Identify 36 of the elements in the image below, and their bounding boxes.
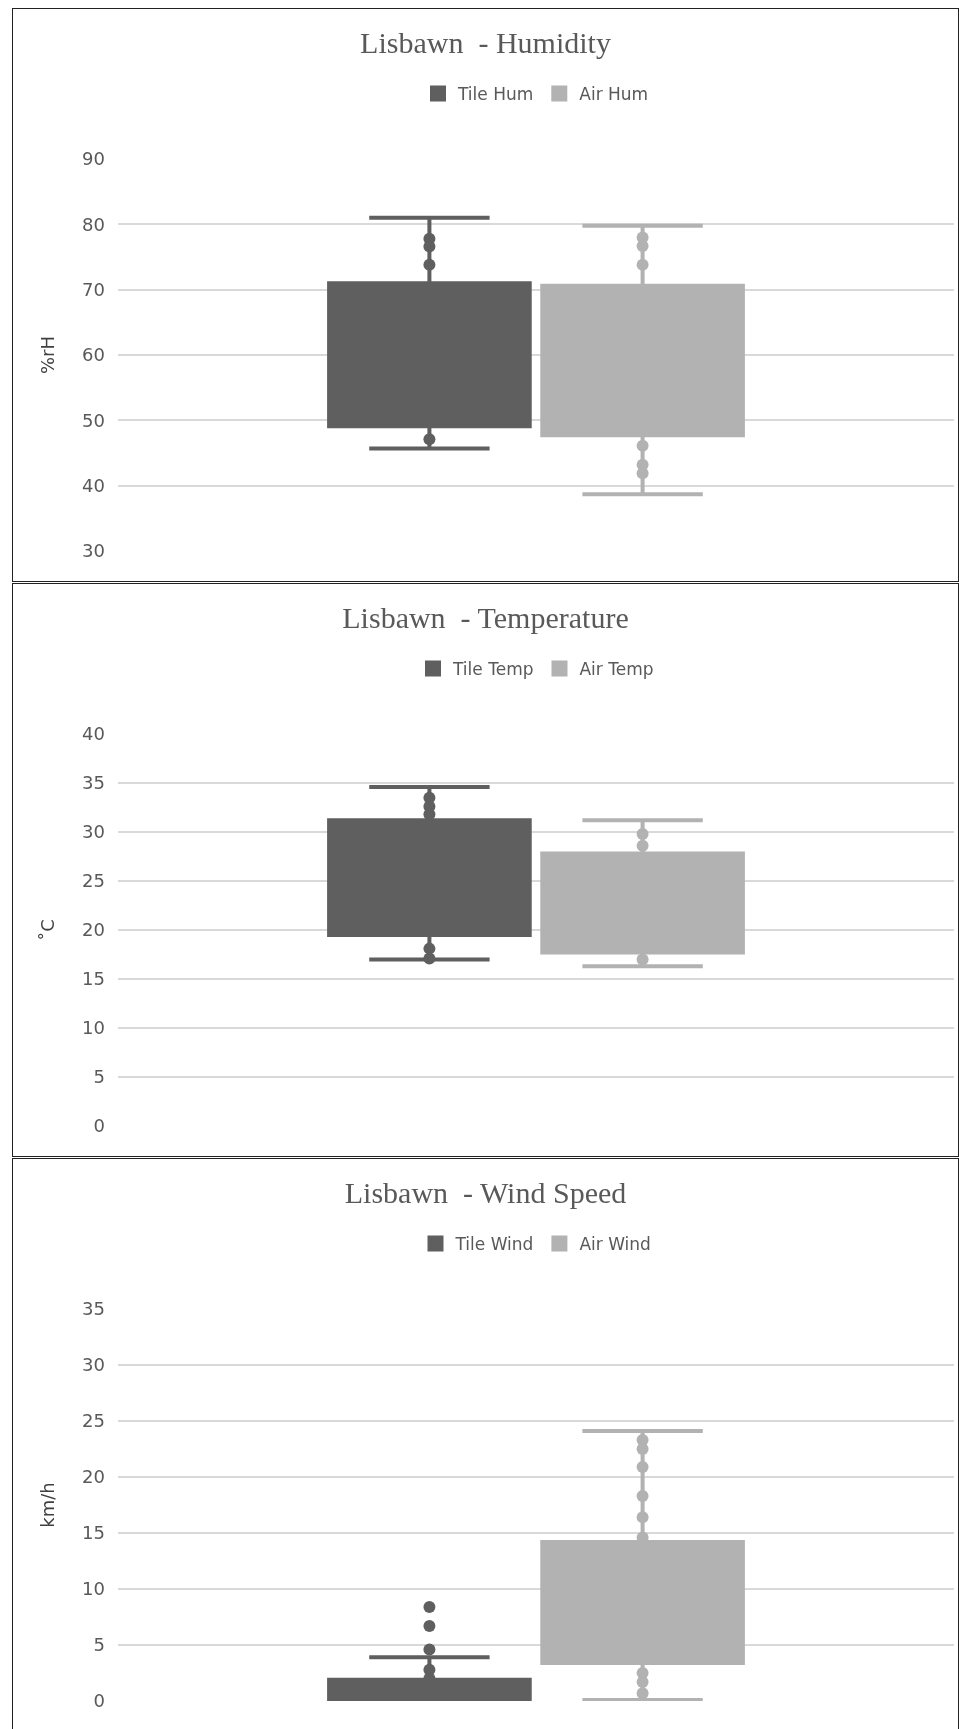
chart-title: Lisbawn - Wind Speed <box>344 1175 627 1209</box>
legend-label: Tile Hum <box>457 84 534 105</box>
y-tick-label: 35 <box>82 1298 105 1320</box>
y-tick-label: 30 <box>82 540 105 562</box>
y-tick-label: 10 <box>82 1578 105 1600</box>
y-axis-title: ˚C <box>37 919 59 941</box>
y-tick-label: 40 <box>82 474 105 496</box>
legend-label: Air Hum <box>579 84 649 105</box>
y-tick-label: 0 <box>93 1115 105 1137</box>
y-tick-label: 5 <box>93 1634 105 1656</box>
legend-label: Air Wind <box>579 1234 651 1255</box>
y-tick-label: 30 <box>82 821 105 843</box>
y-tick-label: 15 <box>82 1522 105 1544</box>
y-tick-label: 15 <box>82 968 105 990</box>
y-tick-label: 60 <box>82 344 105 366</box>
chart-title: Lisbawn - Temperature <box>342 600 629 634</box>
y-tick-label: 35 <box>82 772 105 794</box>
y-tick-label: 40 <box>82 723 105 745</box>
y-tick-label: 25 <box>82 870 105 892</box>
legend-label: Tile Wind <box>454 1234 534 1255</box>
y-axis-title: %rH <box>37 335 59 375</box>
y-tick-label: 20 <box>82 1466 105 1488</box>
y-tick-label: 10 <box>82 1017 105 1039</box>
y-tick-label: 20 <box>82 919 105 941</box>
y-tick-label: 25 <box>82 1410 105 1432</box>
y-tick-label: 50 <box>82 409 105 431</box>
y-tick-label: 5 <box>93 1066 105 1088</box>
y-tick-label: 30 <box>82 1354 105 1376</box>
legend-label: Air Temp <box>579 659 654 680</box>
y-axis-title: km/h <box>37 1482 59 1528</box>
y-tick-label: 90 <box>82 148 105 170</box>
legend-label: Tile Temp <box>452 659 534 680</box>
y-tick-label: 80 <box>82 213 105 235</box>
y-tick-label: 70 <box>82 278 105 300</box>
y-tick-label: 0 <box>93 1690 105 1712</box>
chart-title: Lisbawn - Humidity <box>360 25 611 59</box>
